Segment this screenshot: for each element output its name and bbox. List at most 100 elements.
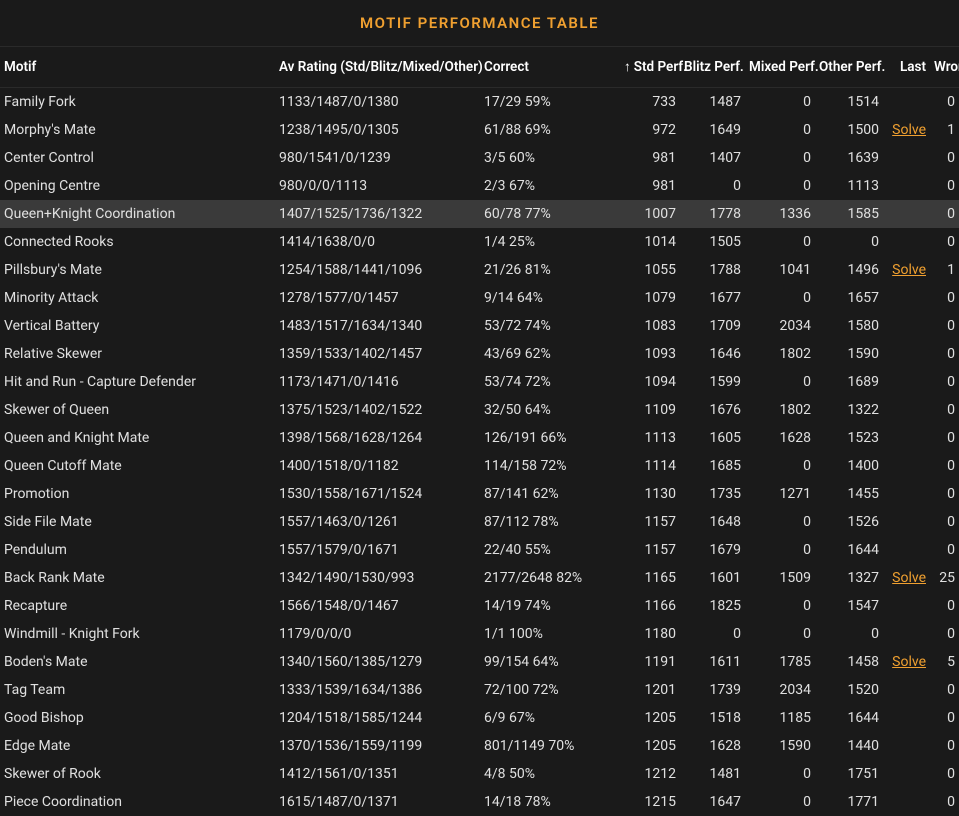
- cell-correct: 9/14 64%: [480, 284, 620, 312]
- table-row[interactable]: Windmill - Knight Fork1179/0/0/01/1 100%…: [0, 620, 959, 648]
- table-row[interactable]: Back Rank Mate1342/1490/1530/9932177/264…: [0, 564, 959, 592]
- table-row[interactable]: Good Bishop1204/1518/1585/12446/9 67%120…: [0, 704, 959, 732]
- cell-wrong: 0: [930, 480, 959, 508]
- cell-rating: 1333/1539/1634/1386: [275, 676, 480, 704]
- cell-motif: Pendulum: [0, 536, 275, 564]
- cell-other: 1771: [815, 788, 883, 816]
- cell-blitz: 1628: [680, 732, 745, 760]
- cell-rating: 1375/1523/1402/1522: [275, 396, 480, 424]
- cell-other: 1580: [815, 312, 883, 340]
- cell-wrong: 0: [930, 88, 959, 117]
- cell-blitz: 1647: [680, 788, 745, 816]
- cell-rating: 1398/1568/1628/1264: [275, 424, 480, 452]
- col-header-std[interactable]: ↑Std Perf.: [620, 47, 680, 88]
- cell-wrong: 0: [930, 788, 959, 816]
- solve-link[interactable]: Solve: [892, 122, 926, 138]
- cell-wrong: 0: [930, 312, 959, 340]
- cell-motif: Queen Cutoff Mate: [0, 452, 275, 480]
- table-row[interactable]: Morphy's Mate1238/1495/0/130561/88 69%97…: [0, 116, 959, 144]
- cell-rating: 1238/1495/0/1305: [275, 116, 480, 144]
- cell-wrong: 0: [930, 620, 959, 648]
- cell-last: [883, 172, 930, 200]
- table-row[interactable]: Relative Skewer1359/1533/1402/145743/69 …: [0, 340, 959, 368]
- table-row[interactable]: Pendulum1557/1579/0/167122/40 55%1157167…: [0, 536, 959, 564]
- cell-correct: 14/18 78%: [480, 788, 620, 816]
- cell-mixed: 0: [745, 508, 815, 536]
- cell-std: 1191: [620, 648, 680, 676]
- table-row[interactable]: Connected Rooks1414/1638/0/01/4 25%10141…: [0, 228, 959, 256]
- col-header-mixed[interactable]: Mixed Perf.: [745, 47, 815, 88]
- col-header-blitz[interactable]: Blitz Perf.: [680, 47, 745, 88]
- cell-mixed: 2034: [745, 676, 815, 704]
- col-header-correct[interactable]: Correct: [480, 47, 620, 88]
- table-row[interactable]: Recapture1566/1548/0/146714/19 74%116618…: [0, 592, 959, 620]
- cell-correct: 53/72 74%: [480, 312, 620, 340]
- cell-correct: 22/40 55%: [480, 536, 620, 564]
- solve-link[interactable]: Solve: [892, 262, 926, 278]
- cell-motif: Boden's Mate: [0, 648, 275, 676]
- table-row[interactable]: Hit and Run - Capture Defender1173/1471/…: [0, 368, 959, 396]
- cell-mixed: 0: [745, 620, 815, 648]
- cell-last: [883, 676, 930, 704]
- table-row[interactable]: Queen+Knight Coordination1407/1525/1736/…: [0, 200, 959, 228]
- table-row[interactable]: Center Control980/1541/0/12393/5 60%9811…: [0, 144, 959, 172]
- cell-correct: 87/141 62%: [480, 480, 620, 508]
- cell-motif: Skewer of Rook: [0, 760, 275, 788]
- table-row[interactable]: Minority Attack1278/1577/0/14579/14 64%1…: [0, 284, 959, 312]
- cell-rating: 1412/1561/0/1351: [275, 760, 480, 788]
- cell-last: Solve: [883, 116, 930, 144]
- cell-other: 1400: [815, 452, 883, 480]
- table-header-row: Motif Av Rating (Std/Blitz/Mixed/Other) …: [0, 47, 959, 88]
- cell-std: 733: [620, 88, 680, 117]
- cell-other: 1113: [815, 172, 883, 200]
- cell-blitz: 1739: [680, 676, 745, 704]
- cell-correct: 4/8 50%: [480, 760, 620, 788]
- table-row[interactable]: Tag Team1333/1539/1634/138672/100 72%120…: [0, 676, 959, 704]
- table-row[interactable]: Promotion1530/1558/1671/152487/141 62%11…: [0, 480, 959, 508]
- solve-link[interactable]: Solve: [892, 654, 926, 670]
- table-row[interactable]: Queen Cutoff Mate1400/1518/0/1182114/158…: [0, 452, 959, 480]
- table-row[interactable]: Opening Centre980/0/0/11132/3 67%9810011…: [0, 172, 959, 200]
- cell-blitz: 1735: [680, 480, 745, 508]
- col-header-last[interactable]: Last: [883, 47, 930, 88]
- cell-motif: Vertical Battery: [0, 312, 275, 340]
- col-header-rating[interactable]: Av Rating (Std/Blitz/Mixed/Other): [275, 47, 480, 88]
- cell-blitz: 1825: [680, 592, 745, 620]
- cell-motif: Tag Team: [0, 676, 275, 704]
- col-header-motif[interactable]: Motif: [0, 47, 275, 88]
- cell-rating: 1615/1487/0/1371: [275, 788, 480, 816]
- cell-blitz: 1505: [680, 228, 745, 256]
- table-row[interactable]: Vertical Battery1483/1517/1634/134053/72…: [0, 312, 959, 340]
- cell-other: 1496: [815, 256, 883, 284]
- table-row[interactable]: Pillsbury's Mate1254/1588/1441/109621/26…: [0, 256, 959, 284]
- cell-motif: Minority Attack: [0, 284, 275, 312]
- cell-std: 1180: [620, 620, 680, 648]
- cell-std: 1014: [620, 228, 680, 256]
- cell-last: [883, 704, 930, 732]
- cell-blitz: 1487: [680, 88, 745, 117]
- table-row[interactable]: Boden's Mate1340/1560/1385/127999/154 64…: [0, 648, 959, 676]
- cell-rating: 1254/1588/1441/1096: [275, 256, 480, 284]
- table-row[interactable]: Side File Mate1557/1463/0/126187/112 78%…: [0, 508, 959, 536]
- cell-wrong: 0: [930, 592, 959, 620]
- cell-wrong: 0: [930, 760, 959, 788]
- cell-last: [883, 760, 930, 788]
- cell-other: 1644: [815, 704, 883, 732]
- cell-rating: 1370/1536/1559/1199: [275, 732, 480, 760]
- col-header-other[interactable]: Other Perf.: [815, 47, 883, 88]
- cell-mixed: 1041: [745, 256, 815, 284]
- table-row[interactable]: Skewer of Queen1375/1523/1402/152232/50 …: [0, 396, 959, 424]
- solve-link[interactable]: Solve: [892, 570, 926, 586]
- sort-arrow-icon: ↑: [624, 59, 631, 75]
- table-row[interactable]: Edge Mate1370/1536/1559/1199801/1149 70%…: [0, 732, 959, 760]
- table-row[interactable]: Skewer of Rook1412/1561/0/13514/8 50%121…: [0, 760, 959, 788]
- cell-last: [883, 452, 930, 480]
- table-row[interactable]: Piece Coordination1615/1487/0/137114/18 …: [0, 788, 959, 816]
- cell-other: 1639: [815, 144, 883, 172]
- cell-correct: 43/69 62%: [480, 340, 620, 368]
- cell-rating: 1557/1579/0/1671: [275, 536, 480, 564]
- table-row[interactable]: Queen and Knight Mate1398/1568/1628/1264…: [0, 424, 959, 452]
- col-header-wrong[interactable]: Wrong: [930, 47, 959, 88]
- table-row[interactable]: Family Fork1133/1487/0/138017/29 59%7331…: [0, 88, 959, 117]
- page-title: MOTIF PERFORMANCE TABLE: [0, 0, 959, 47]
